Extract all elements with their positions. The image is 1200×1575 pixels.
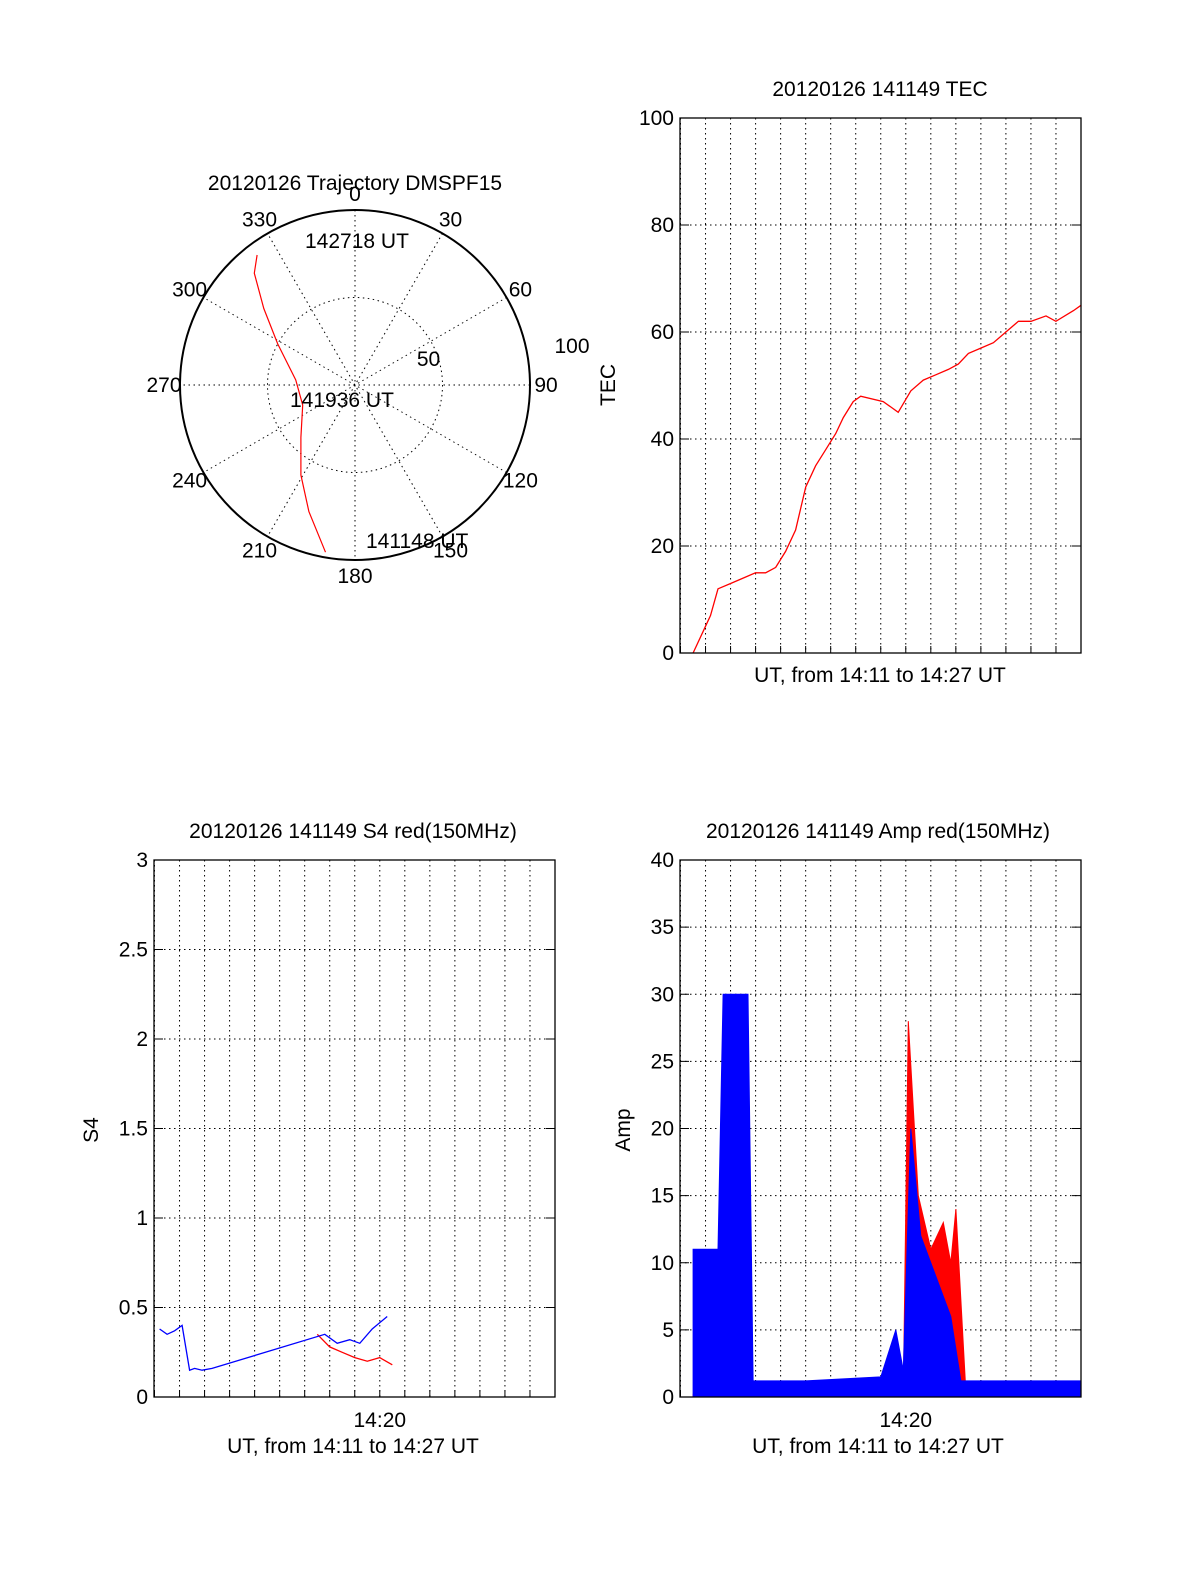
amp-plot-frame — [679, 859, 1082, 1398]
tec-ytick-label: 0 — [662, 642, 674, 665]
azimuth-label: 270 — [146, 374, 181, 397]
amp-ytick-label: 40 — [651, 849, 674, 872]
s4-y-axis-label: S4 — [80, 1117, 103, 1143]
azimuth-label: 150 — [433, 539, 468, 562]
annotation-mid-time: 141936 UT — [290, 389, 394, 412]
radial-label: 100 — [554, 335, 589, 358]
s4-series-blue — [159, 1316, 388, 1372]
amp-title: 20120126 141149 Amp red(150MHz) — [706, 820, 1050, 843]
s4-ytick-label: 0.5 — [119, 1297, 148, 1320]
azimuth-label: 330 — [242, 209, 277, 232]
tec-chart: 20120126 141149 TEC 0 20 40 60 80 100 TEC UT,… — [597, 78, 1082, 687]
azimuth-label: 30 — [439, 209, 462, 232]
s4-chart: 20120126 141149 S4 red(150MHz) 0 0.5 1 1.5 2… — [80, 820, 556, 1458]
trajectory-polar-chart: 20120126 Trajectory DMSPF15 0 30 60 90 120 15… — [146, 172, 589, 588]
polar-spoke — [267, 233, 443, 537]
amp-xtick-label: 14:20 — [880, 1409, 933, 1432]
s4-ytick-label: 3 — [136, 849, 148, 872]
azimuth-label: 180 — [337, 565, 372, 588]
tec-x-axis-label: UT, from 14:11 to 14:27 UT — [754, 664, 1006, 687]
tec-plot-frame — [679, 117, 1082, 654]
azimuth-label: 0 — [349, 183, 361, 206]
s4-ytick-label: 1.5 — [119, 1118, 148, 1141]
amp-ytick-label: 35 — [651, 916, 674, 939]
s4-series-red — [316, 1333, 393, 1366]
azimuth-label: 210 — [242, 539, 277, 562]
trajectory-line — [253, 254, 327, 553]
amp-ytick-label: 10 — [651, 1252, 674, 1275]
amp-x-axis-label: UT, from 14:11 to 14:27 UT — [752, 1435, 1004, 1458]
s4-plot-frame — [153, 859, 556, 1398]
tec-title: 20120126 141149 TEC — [772, 78, 987, 101]
tec-ytick-label: 60 — [651, 321, 674, 344]
tec-y-axis-label: TEC — [597, 364, 620, 406]
amp-ytick-label: 15 — [651, 1185, 674, 1208]
azimuth-label: 90 — [534, 374, 557, 397]
s4-title: 20120126 141149 S4 red(150MHz) — [189, 820, 517, 843]
amp-ytick-label: 5 — [662, 1319, 674, 1342]
tec-ytick-label: 100 — [639, 107, 674, 130]
azimuth-label: 240 — [172, 470, 207, 493]
s4-xtick-label: 14:20 — [354, 1409, 407, 1432]
polar-title: 20120126 Trajectory DMSPF15 — [208, 172, 502, 195]
tec-series-line — [692, 304, 1082, 654]
s4-ytick-label: 0 — [136, 1386, 148, 1409]
azimuth-label: 300 — [172, 279, 207, 302]
amp-ytick-label: 30 — [651, 983, 674, 1006]
polar-grid-circle — [267, 297, 443, 473]
tec-ytick-label: 20 — [651, 535, 674, 558]
amp-y-axis-label: Amp — [612, 1108, 635, 1151]
amp-ytick-label: 20 — [651, 1118, 674, 1141]
amp-ytick-label: 25 — [651, 1050, 674, 1073]
radial-label: 50 — [417, 348, 440, 371]
s4-ytick-label: 2 — [136, 1028, 148, 1051]
tec-ytick-label: 40 — [651, 428, 674, 451]
annotation-end-time: 142718 UT — [305, 230, 409, 253]
tec-ytick-label: 80 — [651, 214, 674, 237]
azimuth-label: 120 — [503, 470, 538, 493]
amp-chart: 20120126 141149 Amp red(150MHz) 0 5 10 15 20… — [612, 820, 1082, 1458]
s4-ytick-label: 1 — [136, 1207, 148, 1230]
azimuth-label: 60 — [509, 279, 532, 302]
annotation-start-time: 141148 UT — [366, 530, 469, 553]
amp-ytick-label: 0 — [662, 1386, 674, 1409]
s4-x-axis-label: UT, from 14:11 to 14:27 UT — [227, 1435, 479, 1458]
s4-ytick-label: 2.5 — [119, 939, 148, 962]
